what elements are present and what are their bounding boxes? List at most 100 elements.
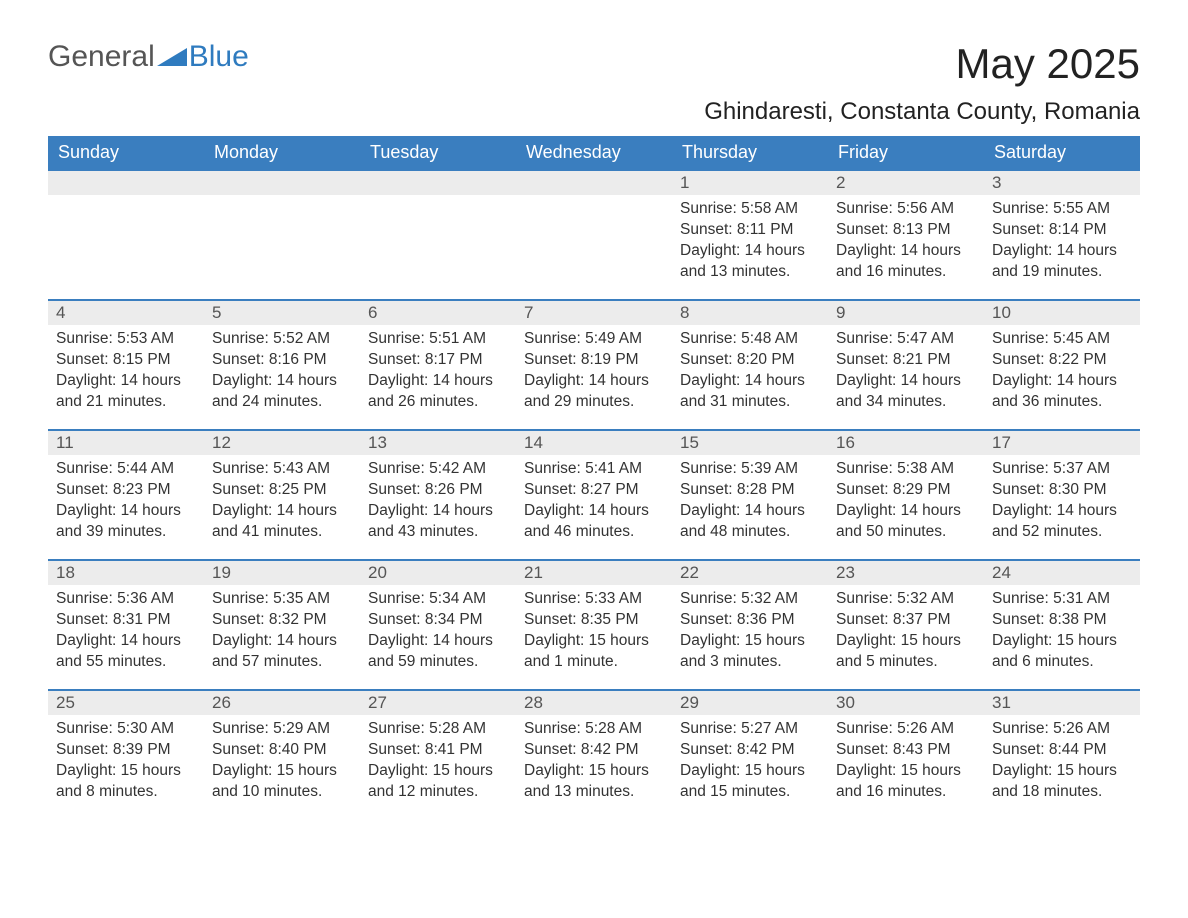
empty-day [360, 171, 516, 195]
daylight-text: Daylight: 14 hours and 29 minutes. [524, 371, 664, 413]
sunrise-text: Sunrise: 5:32 AM [680, 589, 820, 610]
weekday-header: Tuesday [360, 136, 516, 170]
weekday-header: Wednesday [516, 136, 672, 170]
calendar-cell: 10Sunrise: 5:45 AMSunset: 8:22 PMDayligh… [984, 300, 1140, 430]
daylight-text: Daylight: 14 hours and 48 minutes. [680, 501, 820, 543]
daylight-text: Daylight: 14 hours and 13 minutes. [680, 241, 820, 283]
sunset-text: Sunset: 8:35 PM [524, 610, 664, 631]
sunrise-text: Sunrise: 5:45 AM [992, 329, 1132, 350]
sunrise-text: Sunrise: 5:41 AM [524, 459, 664, 480]
day-number: 26 [204, 691, 360, 715]
sunrise-text: Sunrise: 5:35 AM [212, 589, 352, 610]
sunset-text: Sunset: 8:11 PM [680, 220, 820, 241]
day-content: Sunrise: 5:30 AMSunset: 8:39 PMDaylight:… [48, 715, 204, 813]
daylight-text: Daylight: 15 hours and 13 minutes. [524, 761, 664, 803]
sunset-text: Sunset: 8:39 PM [56, 740, 196, 761]
daylight-text: Daylight: 15 hours and 18 minutes. [992, 761, 1132, 803]
calendar-cell: 13Sunrise: 5:42 AMSunset: 8:26 PMDayligh… [360, 430, 516, 560]
sunrise-text: Sunrise: 5:52 AM [212, 329, 352, 350]
calendar-cell [516, 170, 672, 300]
weekday-header: Saturday [984, 136, 1140, 170]
sunrise-text: Sunrise: 5:31 AM [992, 589, 1132, 610]
day-number: 16 [828, 431, 984, 455]
calendar-cell: 29Sunrise: 5:27 AMSunset: 8:42 PMDayligh… [672, 690, 828, 820]
calendar-cell: 30Sunrise: 5:26 AMSunset: 8:43 PMDayligh… [828, 690, 984, 820]
daylight-text: Daylight: 15 hours and 16 minutes. [836, 761, 976, 803]
day-content: Sunrise: 5:28 AMSunset: 8:42 PMDaylight:… [516, 715, 672, 813]
day-content: Sunrise: 5:31 AMSunset: 8:38 PMDaylight:… [984, 585, 1140, 683]
sunrise-text: Sunrise: 5:55 AM [992, 199, 1132, 220]
day-number: 3 [984, 171, 1140, 195]
day-content: Sunrise: 5:56 AMSunset: 8:13 PMDaylight:… [828, 195, 984, 293]
sunset-text: Sunset: 8:15 PM [56, 350, 196, 371]
sunset-text: Sunset: 8:36 PM [680, 610, 820, 631]
daylight-text: Daylight: 14 hours and 52 minutes. [992, 501, 1132, 543]
calendar-table: SundayMondayTuesdayWednesdayThursdayFrid… [48, 136, 1140, 820]
calendar-cell: 17Sunrise: 5:37 AMSunset: 8:30 PMDayligh… [984, 430, 1140, 560]
weekday-header: Thursday [672, 136, 828, 170]
sunset-text: Sunset: 8:34 PM [368, 610, 508, 631]
calendar-cell: 31Sunrise: 5:26 AMSunset: 8:44 PMDayligh… [984, 690, 1140, 820]
sunrise-text: Sunrise: 5:58 AM [680, 199, 820, 220]
day-content: Sunrise: 5:35 AMSunset: 8:32 PMDaylight:… [204, 585, 360, 683]
day-number: 20 [360, 561, 516, 585]
calendar-cell: 11Sunrise: 5:44 AMSunset: 8:23 PMDayligh… [48, 430, 204, 560]
empty-day [516, 171, 672, 195]
weekday-header: Friday [828, 136, 984, 170]
sunset-text: Sunset: 8:21 PM [836, 350, 976, 371]
calendar-cell: 3Sunrise: 5:55 AMSunset: 8:14 PMDaylight… [984, 170, 1140, 300]
day-number: 11 [48, 431, 204, 455]
daylight-text: Daylight: 14 hours and 36 minutes. [992, 371, 1132, 413]
sunrise-text: Sunrise: 5:51 AM [368, 329, 508, 350]
sunset-text: Sunset: 8:29 PM [836, 480, 976, 501]
sunset-text: Sunset: 8:38 PM [992, 610, 1132, 631]
daylight-text: Daylight: 14 hours and 39 minutes. [56, 501, 196, 543]
day-number: 14 [516, 431, 672, 455]
sunrise-text: Sunrise: 5:42 AM [368, 459, 508, 480]
sunset-text: Sunset: 8:23 PM [56, 480, 196, 501]
day-content: Sunrise: 5:36 AMSunset: 8:31 PMDaylight:… [48, 585, 204, 683]
sunset-text: Sunset: 8:16 PM [212, 350, 352, 371]
logo-text-general: General [48, 40, 155, 74]
day-content: Sunrise: 5:51 AMSunset: 8:17 PMDaylight:… [360, 325, 516, 423]
day-number: 25 [48, 691, 204, 715]
day-content: Sunrise: 5:41 AMSunset: 8:27 PMDaylight:… [516, 455, 672, 553]
calendar-cell [360, 170, 516, 300]
sunset-text: Sunset: 8:32 PM [212, 610, 352, 631]
day-content: Sunrise: 5:39 AMSunset: 8:28 PMDaylight:… [672, 455, 828, 553]
sunset-text: Sunset: 8:19 PM [524, 350, 664, 371]
day-number: 9 [828, 301, 984, 325]
sunrise-text: Sunrise: 5:26 AM [992, 719, 1132, 740]
sunrise-text: Sunrise: 5:47 AM [836, 329, 976, 350]
day-content: Sunrise: 5:52 AMSunset: 8:16 PMDaylight:… [204, 325, 360, 423]
sunset-text: Sunset: 8:28 PM [680, 480, 820, 501]
day-content: Sunrise: 5:58 AMSunset: 8:11 PMDaylight:… [672, 195, 828, 293]
calendar-cell: 14Sunrise: 5:41 AMSunset: 8:27 PMDayligh… [516, 430, 672, 560]
day-number: 13 [360, 431, 516, 455]
sunset-text: Sunset: 8:20 PM [680, 350, 820, 371]
daylight-text: Daylight: 14 hours and 43 minutes. [368, 501, 508, 543]
day-content: Sunrise: 5:28 AMSunset: 8:41 PMDaylight:… [360, 715, 516, 813]
day-number: 21 [516, 561, 672, 585]
month-title: May 2025 [956, 40, 1140, 88]
day-number: 27 [360, 691, 516, 715]
empty-day [204, 171, 360, 195]
sunset-text: Sunset: 8:42 PM [524, 740, 664, 761]
sunrise-text: Sunrise: 5:43 AM [212, 459, 352, 480]
day-content: Sunrise: 5:44 AMSunset: 8:23 PMDaylight:… [48, 455, 204, 553]
daylight-text: Daylight: 14 hours and 26 minutes. [368, 371, 508, 413]
day-number: 2 [828, 171, 984, 195]
calendar-cell: 15Sunrise: 5:39 AMSunset: 8:28 PMDayligh… [672, 430, 828, 560]
calendar-cell: 28Sunrise: 5:28 AMSunset: 8:42 PMDayligh… [516, 690, 672, 820]
sunset-text: Sunset: 8:44 PM [992, 740, 1132, 761]
header: General Blue May 2025 [48, 40, 1140, 88]
day-content: Sunrise: 5:32 AMSunset: 8:36 PMDaylight:… [672, 585, 828, 683]
day-number: 15 [672, 431, 828, 455]
daylight-text: Daylight: 15 hours and 15 minutes. [680, 761, 820, 803]
day-content: Sunrise: 5:26 AMSunset: 8:44 PMDaylight:… [984, 715, 1140, 813]
weekday-header: Sunday [48, 136, 204, 170]
sunset-text: Sunset: 8:31 PM [56, 610, 196, 631]
calendar-body: 1Sunrise: 5:58 AMSunset: 8:11 PMDaylight… [48, 170, 1140, 820]
calendar-cell [48, 170, 204, 300]
day-number: 18 [48, 561, 204, 585]
